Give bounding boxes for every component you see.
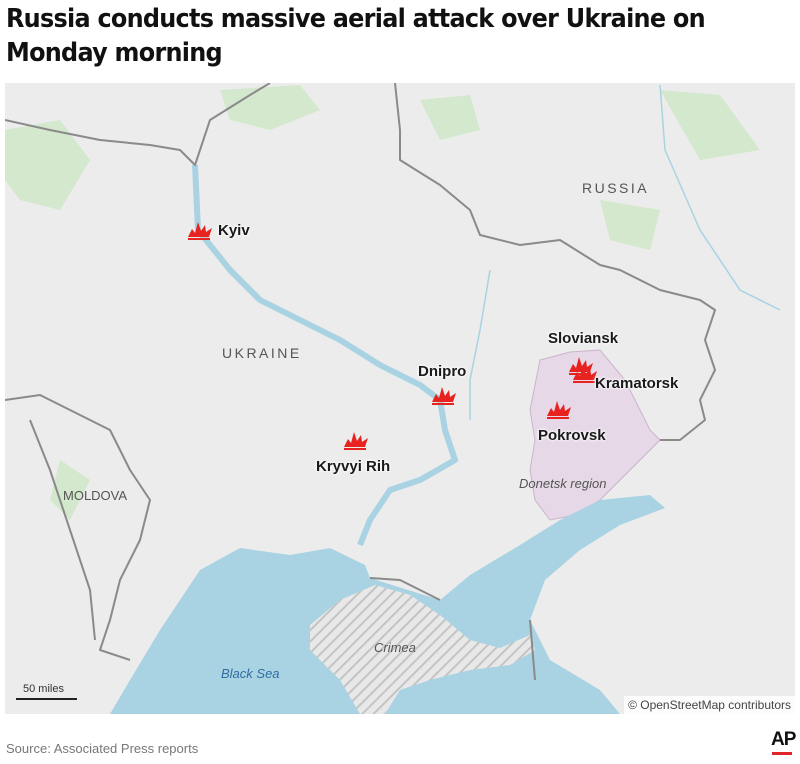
city-label-kyiv: Kyiv [218,222,250,239]
source-note: Source: Associated Press reports [6,741,199,756]
city-label-sloviansk: Sloviansk [548,330,619,347]
city-label-kramatorsk: Kramatorsk [595,375,679,392]
explosion-icon [432,387,456,405]
ap-logo: AP [771,729,796,750]
city-label-kryvyi-rih: Kryvyi Rih [316,458,391,475]
country-label-russia: RUSSIA [582,180,650,196]
page-title: Russia conducts massive aerial attack ov… [6,4,706,68]
scale-bar [16,698,77,700]
country-label-ukraine: UKRAINE [222,345,302,361]
crimea [310,585,535,714]
city-label-pokrovsk: Pokrovsk [538,427,606,444]
region-label-donetsk: Donetsk region [519,476,607,491]
borders [5,83,716,681]
explosion-icon [188,222,212,240]
explosion-icon [573,365,597,383]
explosion-icon [547,401,571,419]
donetsk-region [529,349,661,521]
city-label-dnipro: Dnipro [418,363,467,380]
scale-label: 50 miles [23,683,64,695]
explosion-icon [344,432,368,450]
country-label-moldova: MOLDOVA [63,488,128,503]
water-label-black-sea: Black Sea [221,666,280,681]
dnipro-river [192,164,458,547]
map[interactable]: RUSSIA UKRAINE MOLDOVA Kyiv Dnipro Kryvy… [5,83,795,714]
map-canvas [5,83,781,714]
map-attribution: © OpenStreetMap contributors [624,696,795,714]
forest-areas [5,85,760,520]
explosion-icon [569,357,593,375]
ap-logo-bar [772,752,792,755]
area-label-crimea: Crimea [374,640,416,655]
